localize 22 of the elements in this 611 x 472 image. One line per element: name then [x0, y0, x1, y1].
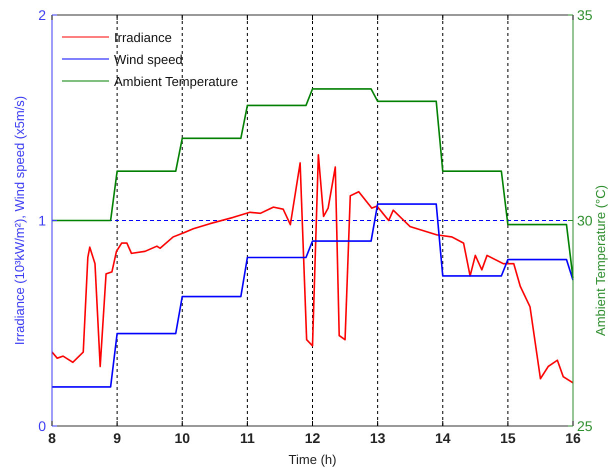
line-series	[51, 203, 574, 388]
line-series	[51, 154, 574, 384]
y2-tick-label: 30	[577, 212, 593, 228]
x-tick-label: 12	[304, 430, 320, 446]
legend-label: Irradiance	[114, 30, 172, 45]
y2-tick-label: 35	[577, 7, 593, 23]
y-tick-label: 1	[38, 212, 46, 228]
line-series	[51, 88, 574, 279]
legend-label: Ambient Temperature	[114, 74, 238, 89]
legend-label: Wind speed	[114, 52, 183, 67]
y-tick-label: 2	[38, 7, 46, 23]
x-tick-label: 10	[174, 430, 190, 446]
x-tick-label: 11	[240, 430, 255, 446]
x-tick-label: 14	[434, 430, 451, 446]
y-tick-label: 0	[38, 418, 46, 434]
x-tick-label: 8	[48, 430, 56, 446]
x-tick-label: 15	[500, 430, 516, 446]
y-axis-title: Irradiance (10³kW/m²), Wind speed (x5m/s)	[12, 96, 27, 346]
x-axis-title: Time (h)	[288, 452, 336, 467]
x-tick-label: 13	[370, 430, 386, 446]
y2-axis-title: Ambient Temperature (°C)	[593, 185, 608, 336]
x-tick-label: 9	[113, 430, 122, 446]
